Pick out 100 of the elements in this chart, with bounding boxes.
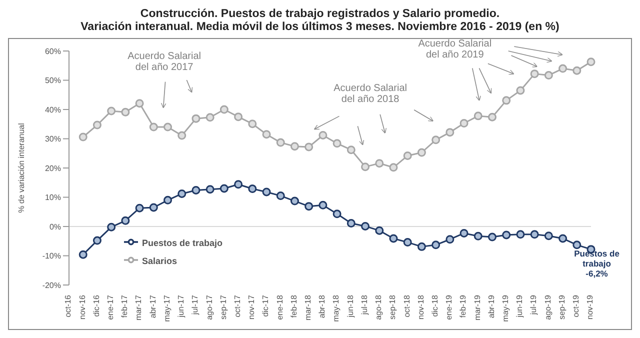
chart-subtitle: Variación interanual. Media móvil de los últimos 3 meses. Noviembre 2016 - 2019 (en %): [80, 21, 560, 34]
point: [78, 250, 88, 259]
x-tick-label: abr-17: [148, 294, 158, 318]
y-tick-label: 60%: [44, 46, 61, 56]
x-tick-label: ago-18: [374, 294, 384, 320]
point: [432, 136, 440, 144]
y-axis-title: % de variación interanual: [16, 122, 26, 213]
x-tick-label: sep-17: [218, 294, 228, 320]
point: [290, 196, 299, 206]
point: [460, 119, 468, 128]
x-tick-label: oct-19: [572, 294, 581, 318]
annotation: Acuerdo Salarial del año 2019: [418, 38, 492, 60]
point: [276, 192, 285, 200]
point: [206, 185, 214, 194]
point: [474, 112, 482, 120]
point: [488, 112, 496, 122]
x-tick-label: feb-19: [458, 294, 468, 318]
point: [248, 184, 257, 194]
x-tick-label: feb-17: [120, 294, 130, 318]
point: [92, 120, 102, 130]
point: [262, 188, 271, 196]
x-tick-label: jun-17: [176, 294, 186, 318]
point: [544, 71, 553, 80]
x-tick-label: ago-17: [204, 294, 214, 320]
x-tick-label: nov-18: [416, 294, 426, 320]
x-tick-label: oct-16: [64, 294, 73, 318]
x-tick-label: jul-17: [190, 294, 200, 316]
point: [432, 240, 440, 250]
y-tick-label: 0%: [49, 222, 61, 232]
x-tick-label: jul-19: [529, 294, 538, 316]
point: [262, 130, 271, 139]
point: [474, 232, 482, 240]
x-tick-label: dic-16: [92, 294, 101, 317]
point: [318, 130, 328, 140]
point: [248, 120, 257, 128]
point: [502, 230, 511, 240]
point: [220, 105, 228, 114]
x-tick-label: ago-19: [543, 294, 552, 320]
point: [403, 151, 412, 160]
y-tick-label: -20%: [42, 280, 61, 290]
point: [530, 70, 539, 78]
point: [220, 184, 228, 193]
point: [164, 122, 172, 132]
x-tick-label: may-18: [332, 294, 341, 322]
point: [544, 232, 553, 240]
point: [530, 230, 539, 239]
point: [332, 139, 342, 148]
x-tick-label: may-17: [162, 294, 172, 322]
point: [417, 148, 426, 157]
point: [149, 122, 158, 132]
point: [389, 234, 398, 243]
point: [121, 108, 130, 116]
point: [361, 222, 370, 230]
x-tick-label: abr-18: [318, 294, 327, 318]
point: [107, 106, 116, 116]
x-tick-label: nov-17: [247, 294, 256, 320]
y-tick-label: 40%: [44, 105, 61, 114]
point: [149, 203, 158, 212]
x-tick-label: dic-17: [261, 294, 270, 317]
point: [516, 86, 525, 95]
point: [206, 113, 214, 122]
annotation: Acuerdo Salarial del año 2017: [128, 51, 202, 74]
x-tick-label: ene-19: [444, 294, 454, 320]
point: [558, 234, 568, 243]
point: [446, 235, 454, 244]
x-tick-label: feb-18: [289, 294, 298, 318]
point: [192, 114, 200, 123]
chart-title: Construcción. Puestos de trabajo registrados y Salario promedio.: [139, 8, 501, 21]
x-tick-label: mar-17: [134, 294, 144, 320]
x-tick-label: mar-19: [472, 294, 482, 320]
y-tick-label: 10%: [44, 193, 61, 202]
x-tick-label: nov-16: [78, 294, 87, 320]
point: [192, 186, 200, 194]
x-tick-label: sep-18: [388, 294, 398, 320]
point: [234, 180, 243, 189]
y-tick-label: -10%: [42, 252, 61, 261]
point: [572, 66, 582, 75]
point: [92, 236, 102, 245]
x-tick-label: mar-18: [304, 294, 313, 320]
x-tick-label: jun-18: [346, 294, 355, 318]
point: [107, 222, 116, 232]
x-tick-label: jun-19: [515, 294, 524, 318]
x-tick-label: abr-19: [486, 294, 496, 318]
point: [375, 159, 384, 168]
x-tick-label: oct-17: [232, 294, 242, 318]
y-tick-label: 30%: [44, 134, 61, 144]
point: [417, 242, 426, 251]
annotation: Puestos de trabajo -6,2%: [574, 248, 620, 279]
point: [502, 96, 511, 105]
point: [332, 210, 342, 218]
point: [178, 131, 186, 140]
point: [446, 128, 454, 137]
point: [290, 142, 299, 151]
point: [121, 216, 130, 225]
x-tick-label: sep-19: [557, 294, 566, 320]
point: [375, 226, 384, 235]
y-tick-label: 50%: [44, 76, 61, 86]
point: [488, 232, 496, 242]
point: [586, 58, 596, 66]
point: [276, 138, 285, 147]
